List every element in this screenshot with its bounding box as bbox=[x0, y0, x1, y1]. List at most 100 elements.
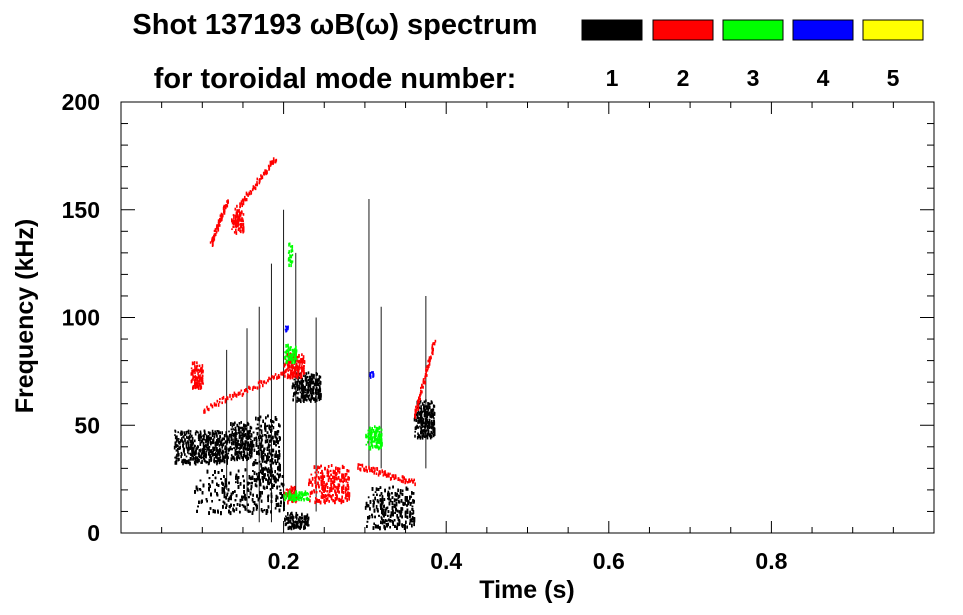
spectral-point bbox=[247, 430, 249, 435]
spectral-point bbox=[220, 451, 223, 455]
spectral-point bbox=[202, 455, 205, 457]
spectral-point bbox=[240, 451, 242, 455]
spectral-point bbox=[284, 498, 286, 502]
spectral-point bbox=[419, 397, 421, 401]
spectral-point bbox=[415, 407, 418, 412]
spectral-point bbox=[280, 497, 282, 499]
spectral-point bbox=[232, 221, 235, 226]
spectral-point bbox=[375, 438, 378, 441]
series-2-cluster bbox=[231, 209, 245, 235]
spectral-point bbox=[217, 403, 220, 407]
spectral-point bbox=[304, 519, 306, 524]
spectral-point bbox=[194, 457, 196, 460]
spectral-point bbox=[298, 494, 301, 497]
spectral-point bbox=[333, 475, 336, 479]
spectral-point bbox=[421, 402, 424, 406]
spectral-point bbox=[306, 517, 309, 520]
spectral-point bbox=[430, 408, 432, 413]
spectral-point bbox=[193, 382, 196, 387]
spectral-point bbox=[261, 471, 263, 475]
spectral-point bbox=[264, 169, 266, 174]
spectral-point bbox=[278, 446, 280, 448]
spectral-point bbox=[209, 484, 211, 488]
spectral-point bbox=[302, 389, 305, 394]
spectral-point bbox=[418, 396, 420, 400]
spectral-point bbox=[264, 453, 266, 457]
spectral-point bbox=[238, 450, 240, 454]
spectral-point bbox=[243, 389, 246, 393]
spectral-point bbox=[381, 495, 384, 498]
spectral-point bbox=[433, 430, 436, 433]
spectral-point bbox=[215, 460, 217, 463]
spectral-point bbox=[401, 515, 403, 519]
spectral-point bbox=[330, 482, 332, 487]
spectral-point bbox=[309, 382, 312, 386]
spectral-point bbox=[272, 426, 275, 430]
spectral-point bbox=[291, 511, 293, 515]
spectral-point bbox=[259, 494, 262, 498]
spectral-point bbox=[300, 374, 302, 379]
spectral-point bbox=[299, 491, 301, 494]
spectral-point bbox=[381, 495, 384, 499]
spectral-point bbox=[275, 158, 278, 162]
spectral-point bbox=[336, 478, 338, 481]
spectral-point bbox=[197, 375, 200, 379]
spectral-point bbox=[418, 434, 420, 439]
spectral-point bbox=[344, 497, 347, 500]
spectral-point bbox=[381, 499, 384, 503]
spectral-point bbox=[375, 429, 377, 433]
spectral-point bbox=[260, 463, 262, 466]
spectral-point bbox=[202, 382, 204, 385]
spectral-point bbox=[214, 470, 216, 474]
spectral-point bbox=[182, 440, 184, 443]
spectral-point bbox=[293, 371, 295, 374]
spectral-point bbox=[305, 394, 307, 397]
spectral-point bbox=[430, 434, 432, 438]
spectral-point bbox=[311, 394, 313, 399]
spectral-point bbox=[383, 472, 385, 476]
spectral-point bbox=[292, 353, 294, 358]
spectral-point bbox=[335, 494, 338, 497]
spectral-point bbox=[313, 465, 316, 470]
spectral-point bbox=[310, 473, 313, 476]
spectral-point bbox=[383, 504, 385, 508]
spectral-point bbox=[223, 459, 226, 464]
spectral-point bbox=[243, 490, 245, 495]
spectral-point bbox=[246, 390, 249, 394]
spectral-point bbox=[396, 498, 398, 501]
spectral-point bbox=[233, 423, 235, 426]
spectral-point bbox=[252, 445, 255, 448]
spectral-point bbox=[290, 485, 293, 489]
spectral-point bbox=[300, 380, 302, 383]
series-1-cluster bbox=[226, 421, 253, 462]
spectral-point bbox=[257, 445, 260, 449]
spectral-point bbox=[414, 408, 417, 413]
spectral-point bbox=[224, 479, 227, 483]
spectral-point bbox=[236, 443, 238, 446]
spectral-point bbox=[205, 456, 207, 459]
spectral-point bbox=[199, 455, 201, 459]
spectral-point bbox=[239, 426, 242, 429]
spectral-point bbox=[415, 405, 417, 409]
spectral-point bbox=[341, 473, 343, 478]
spectral-point bbox=[192, 456, 195, 460]
spectral-point bbox=[234, 435, 237, 439]
spectral-point bbox=[296, 387, 299, 392]
spectral-point bbox=[340, 499, 343, 503]
spectral-point bbox=[198, 380, 200, 385]
spectral-point bbox=[314, 476, 316, 479]
spectral-point bbox=[271, 454, 274, 457]
spectral-point bbox=[231, 441, 233, 445]
spectral-point bbox=[292, 398, 294, 402]
spectral-point bbox=[424, 411, 426, 415]
spectral-point bbox=[176, 453, 178, 458]
spectral-point bbox=[415, 412, 418, 417]
spectral-point bbox=[201, 377, 203, 381]
spectral-point bbox=[191, 448, 193, 452]
spectral-point bbox=[335, 472, 337, 477]
spectral-point bbox=[327, 478, 330, 483]
spectral-point bbox=[287, 517, 289, 522]
spectral-point bbox=[305, 497, 308, 500]
spectral-point bbox=[366, 469, 368, 473]
spectral-point bbox=[226, 492, 229, 495]
